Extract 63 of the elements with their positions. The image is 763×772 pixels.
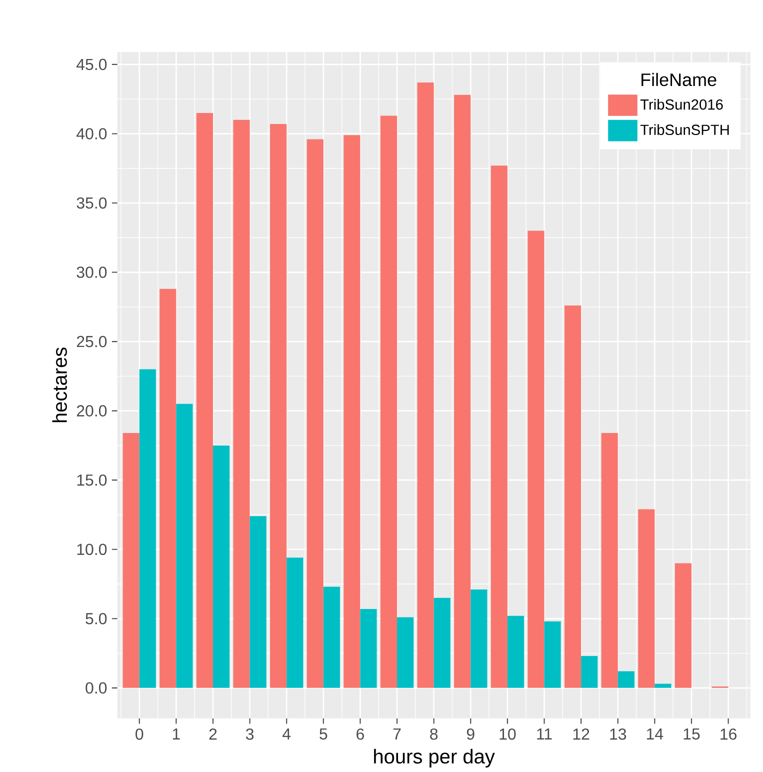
bar: [638, 509, 655, 688]
legend-label: TribSunSPTH: [640, 124, 729, 136]
bar: [196, 112, 214, 688]
bar: [508, 616, 524, 688]
y-tick-label: 30.0: [76, 266, 107, 278]
x-tick-label: 3: [246, 728, 254, 740]
bar: [491, 166, 508, 688]
bar: [434, 598, 451, 688]
y-tick-label: 45.0: [76, 58, 107, 70]
x-tick-label: 9: [467, 728, 474, 740]
y-tick-label: 25.0: [77, 336, 107, 348]
bar: [160, 288, 176, 688]
x-tick-label: 5: [320, 728, 328, 740]
bar: [528, 230, 544, 688]
y-tick-label: 10.0: [77, 544, 107, 556]
x-tick-label: 6: [356, 728, 364, 740]
bar: [140, 369, 156, 688]
bar: [675, 563, 692, 688]
x-tick-label: 14: [647, 728, 664, 740]
x-tick-label: 13: [610, 728, 626, 740]
x-tick-label: 1: [173, 728, 180, 740]
x-tick-label: 4: [282, 728, 291, 740]
bar: [286, 558, 304, 688]
x-tick-label: 8: [430, 728, 438, 740]
y-tick-label: 40.0: [76, 128, 107, 140]
y-tick-label: 20.0: [77, 405, 107, 416]
bar: [213, 445, 230, 688]
bar: [417, 82, 434, 688]
bar: [122, 432, 140, 688]
bar: [233, 120, 250, 688]
y-tick-label: 5.0: [86, 612, 107, 624]
legend-title: FileName: [642, 72, 716, 86]
x-tick-label: 2: [209, 728, 217, 740]
y-axis-title: hectares: [52, 348, 68, 422]
bar: [344, 135, 360, 688]
x-tick-label: 10: [500, 728, 516, 740]
bar: [544, 621, 561, 688]
bar: [360, 608, 377, 688]
bar: [618, 671, 635, 688]
bar: [581, 656, 598, 688]
x-axis-title: hours per day: [374, 748, 496, 768]
x-tick-label: 0: [136, 728, 144, 740]
bar: [176, 404, 193, 688]
y-tick-label: 35.0: [76, 197, 107, 209]
x-tick-label: 16: [720, 728, 737, 740]
bar: [601, 432, 618, 688]
bar: [470, 590, 488, 688]
bar: [397, 617, 414, 688]
bar: [324, 586, 340, 688]
bar: [250, 516, 266, 688]
bar: [654, 684, 672, 688]
bar: [380, 116, 398, 688]
x-tick-label: 12: [574, 728, 590, 740]
x-tick-label: 15: [684, 728, 700, 740]
bar: [306, 139, 324, 688]
bar: [454, 94, 471, 688]
y-tick-label: 0.0: [86, 682, 107, 694]
y-tick-label: 15.0: [77, 474, 107, 486]
bar: [564, 306, 582, 688]
legend-label: TribSun2016: [640, 98, 723, 110]
bar: [270, 124, 287, 688]
x-tick-label: 7: [394, 728, 401, 740]
x-tick-label: 11: [537, 728, 552, 740]
